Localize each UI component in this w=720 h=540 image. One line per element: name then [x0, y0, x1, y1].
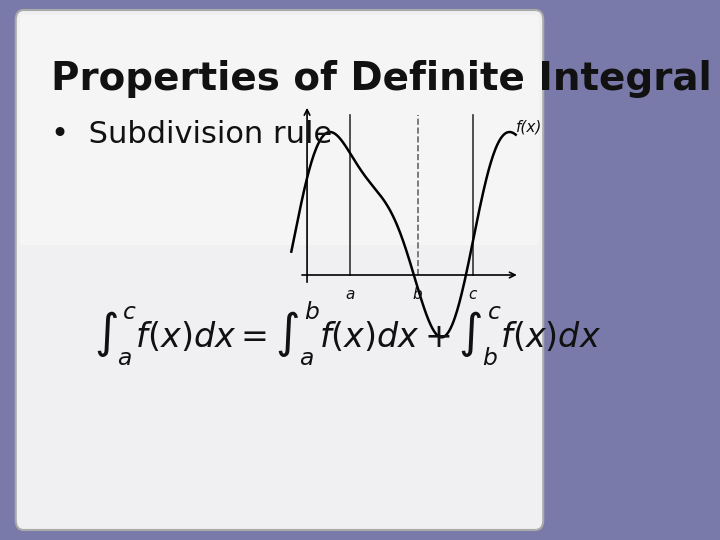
- Text: Properties of Definite Integral: Properties of Definite Integral: [51, 60, 712, 98]
- Text: $\int_{a}^{c} f(x)dx = \int_{a}^{b} f(x)dx + \int_{b}^{c} f(x)dx$: $\int_{a}^{c} f(x)dx = \int_{a}^{b} f(x)…: [94, 300, 602, 368]
- FancyBboxPatch shape: [19, 15, 539, 245]
- Text: •  Subdivision rule: • Subdivision rule: [51, 120, 333, 149]
- Text: a: a: [345, 287, 354, 302]
- FancyBboxPatch shape: [16, 10, 544, 530]
- Text: f(x): f(x): [516, 120, 542, 135]
- Text: c: c: [469, 287, 477, 302]
- Text: b: b: [413, 287, 423, 302]
